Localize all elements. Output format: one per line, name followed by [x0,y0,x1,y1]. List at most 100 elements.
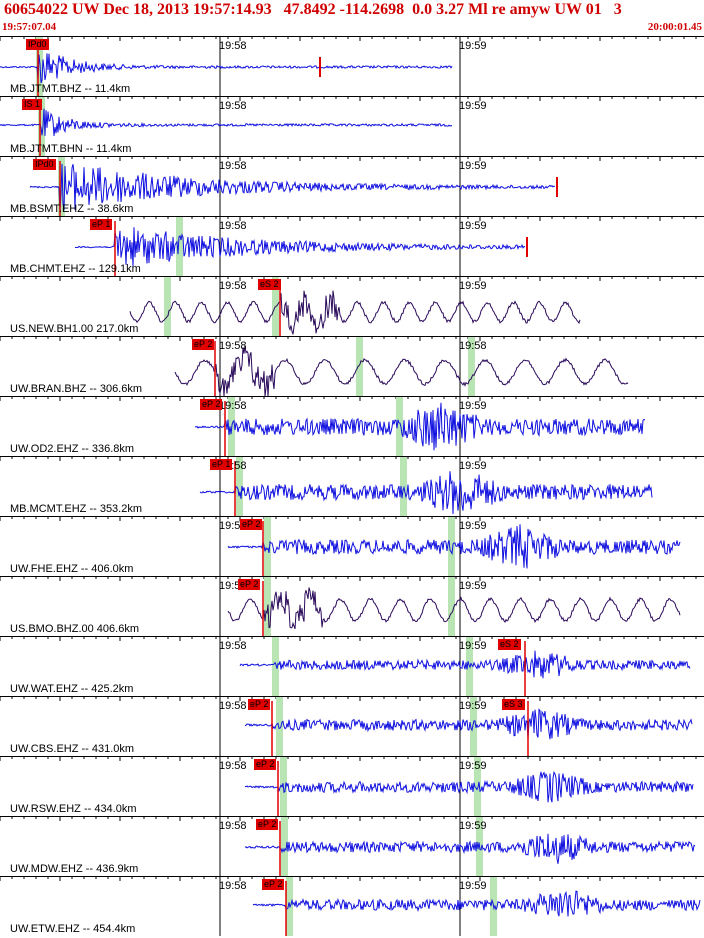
station-label: US.BMO.BHZ.00 406.6km [10,623,139,635]
seismogram-plot [0,97,697,156]
station-label: UW.RSW.EHZ -- 434.0km [10,803,137,815]
phase-window [396,397,403,456]
seismogram-plot [0,697,697,756]
waveform-trace [74,227,526,267]
seismogram-panels: 19:58 19:59 IPd0 MB.JTMT.BHZ -- 11.4km 19:58… [0,36,704,938]
seismogram-plot [0,157,697,216]
waveform-trace [129,290,581,335]
station-label: MB.CHMT.EHZ -- 129.1km [10,263,141,275]
station-label: MB.JTMT.BHZ -- 11.4km [10,83,131,95]
pick-label[interactable]: eP 2 [256,819,279,830]
minute-label: 19:59 [459,40,487,52]
minute-label: 19:59 [459,520,487,532]
seismogram-panel: 19:58 19:59 eP 2 eS 3 UW.CBS.EHZ -- 431.0km [0,696,704,756]
minute-label: 19:58 [219,640,247,652]
event-title: 60654022 UW Dec 18, 2013 19:57:14.93 47.… [4,1,622,18]
seismogram-plot [0,817,697,876]
phase-window [36,37,43,96]
pick-label[interactable]: eP 2 [240,519,263,530]
pick-label[interactable]: eS 3 [502,699,525,710]
seismogram-plot [0,37,697,96]
seismogram-plot [0,457,697,516]
time-end: 20:00:01.45 [647,21,702,33]
seismogram-panel: 19:58 19:59 IS 1 MB.JTMT.BHN -- 11.4km [0,96,704,156]
phase-window [264,517,271,576]
pick-label[interactable]: IPd0 [26,39,49,50]
phase-window [276,697,283,756]
minute-label: 19:59 [459,220,487,232]
seismogram-plot [0,757,697,816]
seismogram-plot [0,337,697,396]
station-label: UW.OD2.EHZ -- 336.8km [10,443,135,455]
seismogram-plot [0,217,697,276]
station-label: UW.FHE.EHZ -- 406.0km [10,563,134,575]
pick-label[interactable]: eP 2 [192,339,215,350]
seismogram-plot [0,517,697,576]
phase-window [400,457,407,516]
seismogram-panel: 19:58 19:59 eP 2 US.BMO.BHZ.00 406.6km [0,576,704,636]
waveform-trace [199,471,653,515]
waveform-trace [252,890,701,917]
pick-label[interactable]: eS 2 [258,279,281,290]
minute-label: 19:58 [459,340,487,352]
pick-label[interactable]: eP 1 [90,219,113,230]
phase-window [281,817,288,876]
pick-label[interactable]: eP 2 [254,759,277,770]
time-start: 19:57:07.04 [2,21,57,33]
minute-label: 19:58 [219,400,247,412]
waveform-trace [239,650,691,679]
seismogram-panel: 19:58 19:59 eP 1 MB.CHMT.EHZ -- 129.1km [0,216,704,276]
seismogram-panel: 19:58 19:59 IPd0 MB.BSMT.EHZ -- 38.6km [0,156,704,216]
minute-label: 19:58 [219,880,247,892]
pick-label[interactable]: eP 2 [238,579,261,590]
phase-window [474,757,481,816]
phase-window [356,337,363,396]
seismogram-panel: 19:58 19:59 IPd0 MB.JTMT.BHZ -- 11.4km [0,36,704,96]
station-label: UW.MDW.EHZ -- 436.9km [10,863,139,875]
pick-label[interactable]: eP 1 [210,459,233,470]
pick-label[interactable]: eP 2 [200,399,223,410]
minute-label: 19:59 [459,280,487,292]
station-label: MB.JTMT.BHN -- 11.4km [10,143,132,155]
station-label: UW.BRAN.BHZ -- 306.6km [10,383,143,395]
waveform-trace [0,53,453,83]
minute-label: 19:58 [219,40,247,52]
seismogram-panel: 19:58 19:59 eP 2 UW.ETW.EHZ -- 454.4km [0,876,704,936]
pick-label[interactable]: eP 2 [248,699,271,710]
phase-window [38,97,45,156]
seismogram-plot [0,877,701,936]
minute-label: 19:58 [219,700,247,712]
header: 60654022 UW Dec 18, 2013 19:57:14.93 47.… [0,0,704,36]
seismogram-panel: 19:58 19:59 eP 2 UW.RSW.EHZ -- 434.0km [0,756,704,816]
minute-label: 19:59 [459,640,487,652]
station-label: UW.WAT.EHZ -- 425.2km [10,683,134,695]
minute-label: 19:58 [219,280,247,292]
minute-label: 19:59 [459,760,487,772]
seismogram-panel: 19:58 19:59 eS 2 UW.WAT.EHZ -- 425.2km [0,636,704,696]
minute-label: 19:59 [459,880,487,892]
station-label: UW.ETW.EHZ -- 454.4km [10,923,136,935]
waveform-trace [244,708,693,740]
minute-label: 19:58 [219,220,247,232]
seismogram-plot [0,637,697,696]
pick-label[interactable]: eS 2 [498,639,521,650]
seismogram-panel: 19:58 19:59 eP 1 MB.MCMT.EHZ -- 353.2km [0,456,704,516]
waveform-trace [0,108,453,136]
minute-label: 19:59 [459,400,487,412]
phase-window [448,517,455,576]
phase-window [164,277,171,336]
minute-label: 19:59 [459,820,487,832]
waveform-trace [227,587,681,630]
pick-label[interactable]: IS 1 [22,99,43,110]
pick-label[interactable]: IPd0 [33,159,56,170]
station-label: MB.MCMT.EHZ -- 353.2km [10,503,143,515]
waveform-trace [244,833,696,864]
waveform-trace [174,345,629,396]
minute-label: 19:58 [219,820,247,832]
pick-label[interactable]: eP 2 [262,879,285,890]
phase-window [176,217,183,276]
seismogram-panel: 19:58 19:59 eS 2 US.NEW.BH1.00 217.0km [0,276,704,336]
phase-window [470,697,477,756]
minute-label: 19:58 [219,520,247,532]
phase-window [468,337,475,396]
